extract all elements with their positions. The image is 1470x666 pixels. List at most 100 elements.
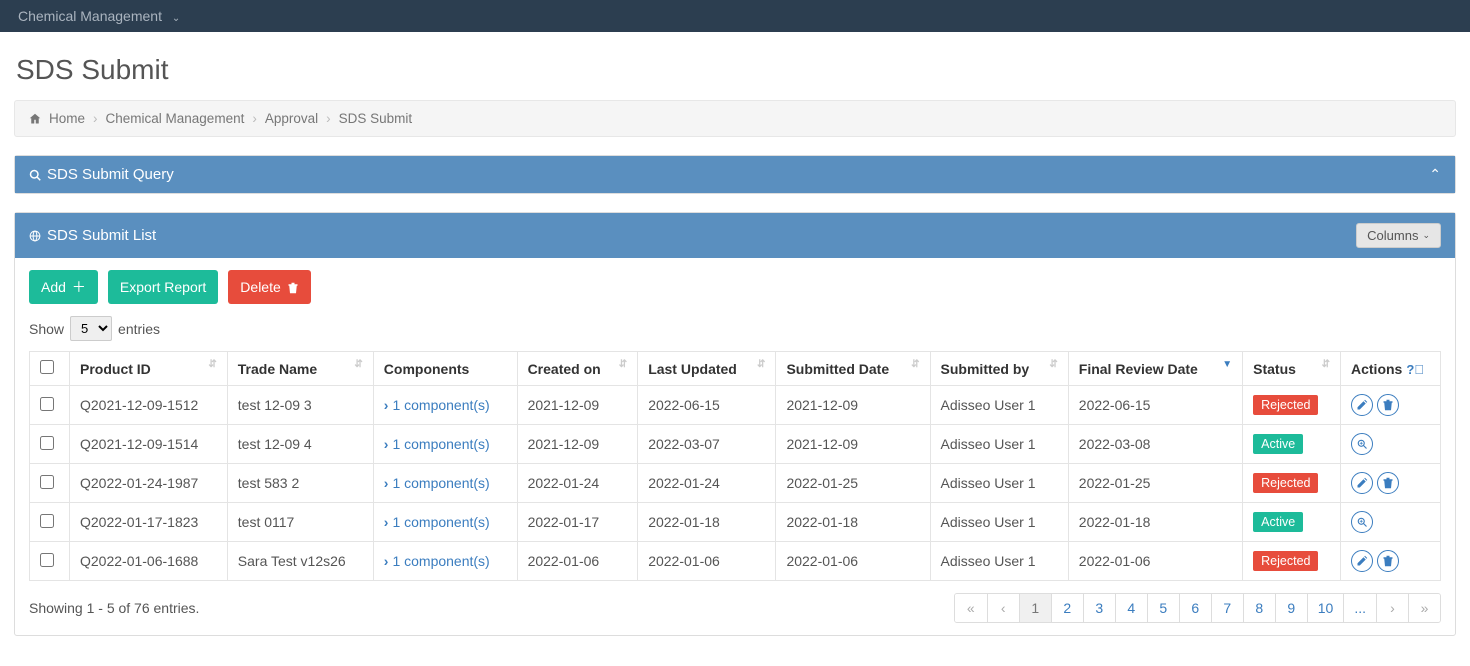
breadcrumb-item: SDS Submit	[339, 111, 413, 126]
delete-action-icon[interactable]	[1377, 394, 1399, 416]
col-product-id[interactable]: Product ID⇵	[70, 352, 228, 386]
cell-final-review-date: 2022-06-15	[1068, 386, 1242, 425]
page-2[interactable]: 2	[1051, 594, 1083, 622]
chevron-down-icon: ⌄	[1422, 230, 1430, 241]
row-checkbox[interactable]	[40, 475, 54, 489]
columns-button[interactable]: Columns ⌄	[1356, 223, 1441, 248]
chevron-right-icon: ›	[384, 436, 389, 452]
chevron-right-icon: ›	[384, 397, 389, 413]
col-final-review-date[interactable]: Final Review Date▼	[1068, 352, 1242, 386]
query-panel-title: SDS Submit Query	[47, 166, 174, 183]
sort-icon: ⇵	[757, 361, 765, 369]
entries-selector: Show 5 entries	[29, 316, 1441, 341]
row-checkbox[interactable]	[40, 436, 54, 450]
components-link[interactable]: › 1 component(s)	[384, 436, 490, 452]
nav-item-chemical-management[interactable]: Chemical Management ⌄	[18, 8, 180, 24]
cell-product-id: Q2022-01-06-1688	[70, 542, 228, 581]
table-row: Q2022-01-24-1987 test 583 2 › 1 componen…	[30, 464, 1441, 503]
add-button[interactable]: Add ＋	[29, 270, 98, 304]
cell-last-updated: 2022-01-06	[638, 542, 776, 581]
page-next[interactable]: ›	[1376, 594, 1408, 622]
page-title: SDS Submit	[16, 54, 1456, 86]
sort-icon: ▼	[1222, 361, 1232, 369]
collapse-icon[interactable]: ⌃	[1429, 166, 1441, 183]
page-7[interactable]: 7	[1211, 594, 1243, 622]
components-link[interactable]: › 1 component(s)	[384, 397, 490, 413]
page-last[interactable]: »	[1408, 594, 1440, 622]
row-checkbox[interactable]	[40, 397, 54, 411]
cell-submitted-by: Adisseo User 1	[930, 386, 1068, 425]
chevron-right-icon: ›	[326, 111, 331, 126]
cell-product-id: Q2022-01-17-1823	[70, 503, 228, 542]
cell-final-review-date: 2022-01-25	[1068, 464, 1242, 503]
sort-icon: ⇵	[1049, 361, 1057, 369]
view-action-icon[interactable]	[1351, 433, 1373, 455]
entries-info: Showing 1 - 5 of 76 entries.	[29, 600, 199, 616]
page-6[interactable]: 6	[1179, 594, 1211, 622]
status-badge: Active	[1253, 434, 1303, 454]
globe-icon	[29, 227, 41, 244]
help-icon[interactable]: ?⃝	[1406, 362, 1424, 377]
cell-last-updated: 2022-03-07	[638, 425, 776, 464]
sort-icon: ⇵	[619, 361, 627, 369]
cell-last-updated: 2022-01-18	[638, 503, 776, 542]
query-panel-header[interactable]: SDS Submit Query ⌃	[15, 156, 1455, 193]
page-first[interactable]: «	[955, 594, 987, 622]
page-4[interactable]: 4	[1115, 594, 1147, 622]
cell-submitted-date: 2021-12-09	[776, 386, 930, 425]
page-5[interactable]: 5	[1147, 594, 1179, 622]
page-8[interactable]: 8	[1243, 594, 1275, 622]
edit-action-icon[interactable]	[1351, 394, 1373, 416]
col-last-updated[interactable]: Last Updated⇵	[638, 352, 776, 386]
breadcrumb-item[interactable]: Chemical Management	[106, 111, 245, 126]
select-all-checkbox[interactable]	[40, 360, 54, 374]
search-icon	[29, 166, 41, 183]
list-panel-header: SDS Submit List Columns ⌄	[15, 213, 1455, 258]
col-submitted-date[interactable]: Submitted Date⇵	[776, 352, 930, 386]
table-row: Q2021-12-09-1512 test 12-09 3 › 1 compon…	[30, 386, 1441, 425]
row-checkbox[interactable]	[40, 553, 54, 567]
entries-select[interactable]: 5	[70, 316, 112, 341]
page-9[interactable]: 9	[1275, 594, 1307, 622]
cell-trade-name: test 583 2	[227, 464, 373, 503]
status-badge: Rejected	[1253, 551, 1318, 571]
cell-product-id: Q2021-12-09-1512	[70, 386, 228, 425]
delete-button[interactable]: Delete	[228, 270, 310, 304]
query-panel: SDS Submit Query ⌃	[14, 155, 1456, 194]
sort-icon: ⇵	[354, 361, 362, 369]
cell-trade-name: test 0117	[227, 503, 373, 542]
chevron-right-icon: ›	[93, 111, 98, 126]
page-10[interactable]: 10	[1307, 594, 1344, 622]
row-checkbox[interactable]	[40, 514, 54, 528]
cell-submitted-by: Adisseo User 1	[930, 503, 1068, 542]
col-submitted-by[interactable]: Submitted by⇵	[930, 352, 1068, 386]
page-1[interactable]: 1	[1019, 594, 1051, 622]
export-button[interactable]: Export Report	[108, 270, 218, 304]
components-link[interactable]: › 1 component(s)	[384, 553, 490, 569]
col-created-on[interactable]: Created on⇵	[517, 352, 638, 386]
view-action-icon[interactable]	[1351, 511, 1373, 533]
breadcrumb-item[interactable]: Approval	[265, 111, 318, 126]
plus-icon: ＋	[72, 277, 86, 297]
col-trade-name[interactable]: Trade Name⇵	[227, 352, 373, 386]
cell-submitted-by: Adisseo User 1	[930, 425, 1068, 464]
edit-action-icon[interactable]	[1351, 550, 1373, 572]
sort-icon: ⇵	[208, 361, 216, 369]
cell-submitted-by: Adisseo User 1	[930, 542, 1068, 581]
table-row: Q2022-01-17-1823 test 0117 › 1 component…	[30, 503, 1441, 542]
edit-action-icon[interactable]	[1351, 472, 1373, 494]
sort-icon: ⇵	[1322, 361, 1330, 369]
page-3[interactable]: 3	[1083, 594, 1115, 622]
page-...[interactable]: ...	[1343, 594, 1376, 622]
cell-trade-name: test 12-09 4	[227, 425, 373, 464]
col-status[interactable]: Status⇵	[1243, 352, 1341, 386]
components-link[interactable]: › 1 component(s)	[384, 514, 490, 530]
cell-created-on: 2021-12-09	[517, 386, 638, 425]
page-prev[interactable]: ‹	[987, 594, 1019, 622]
delete-action-icon[interactable]	[1377, 550, 1399, 572]
status-badge: Active	[1253, 512, 1303, 532]
chevron-right-icon: ›	[384, 553, 389, 569]
components-link[interactable]: › 1 component(s)	[384, 475, 490, 491]
breadcrumb-item[interactable]: Home	[49, 111, 85, 126]
delete-action-icon[interactable]	[1377, 472, 1399, 494]
